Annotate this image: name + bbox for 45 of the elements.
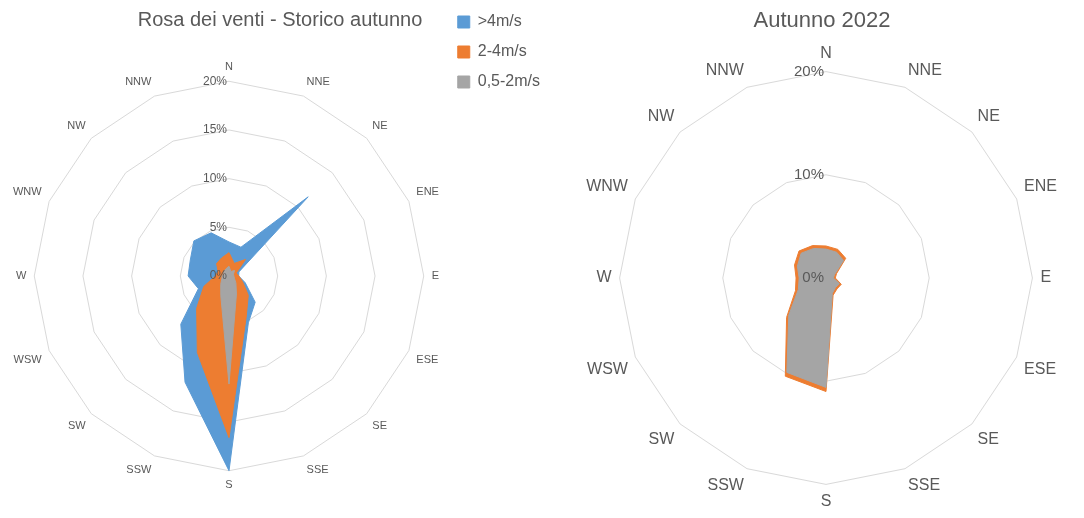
- chart-title: Rosa dei venti - Storico autunno: [137, 7, 423, 30]
- y-tick-label: 10%: [793, 164, 824, 182]
- spoke-label: SSW: [707, 476, 745, 494]
- y-tick-label: 5%: [209, 219, 228, 234]
- spoke-label: ENE: [416, 184, 439, 197]
- spoke-label: N: [820, 44, 832, 62]
- spoke-label: W: [596, 268, 613, 286]
- spoke-label: NNE: [908, 60, 942, 78]
- y-tick-label: 20%: [793, 61, 824, 79]
- spoke-label: S: [820, 492, 832, 510]
- y-tick-label: 20%: [202, 73, 228, 88]
- legend-label: 0,5-2m/s: [477, 72, 541, 90]
- spoke-label: NE: [977, 107, 1000, 125]
- spoke-label: WSW: [13, 353, 43, 366]
- spoke-label: SSE: [306, 462, 329, 475]
- y-tick-label: 15%: [202, 122, 228, 137]
- spoke-label: WNW: [12, 184, 43, 197]
- spoke-label: SW: [648, 429, 676, 447]
- spoke-label: NE: [372, 119, 388, 132]
- spoke-label: ESE: [1024, 360, 1057, 378]
- spoke-label: NNW: [705, 60, 745, 78]
- legend-label: 2-4m/s: [477, 42, 527, 60]
- spoke-label: NW: [67, 119, 87, 132]
- spoke-label: S: [225, 478, 233, 491]
- y-tick-label: 10%: [202, 170, 228, 185]
- spoke-label: WNW: [586, 176, 629, 194]
- chart-title: Autunno 2022: [753, 7, 891, 33]
- spoke-label: N: [225, 59, 234, 72]
- spoke-label: NNE: [306, 75, 330, 88]
- spoke-label: SW: [67, 418, 87, 431]
- spoke-label: SE: [372, 418, 388, 431]
- y-tick-label: 0%: [209, 268, 228, 283]
- y-tick-label: 0%: [802, 268, 824, 286]
- spoke-label: W: [15, 269, 27, 282]
- spoke-label: SSW: [126, 462, 153, 475]
- spoke-label: SE: [977, 429, 999, 447]
- spoke-label: WSW: [587, 360, 629, 378]
- spoke-label: SSE: [908, 476, 941, 494]
- spoke-label: E: [431, 269, 440, 282]
- spoke-label: NW: [647, 107, 676, 125]
- spoke-label: E: [1040, 268, 1052, 286]
- spoke-label: ESE: [416, 353, 439, 366]
- spoke-label: ENE: [1024, 176, 1057, 194]
- legend-label: >4m/s: [477, 12, 522, 30]
- spoke-label: NNW: [125, 75, 153, 88]
